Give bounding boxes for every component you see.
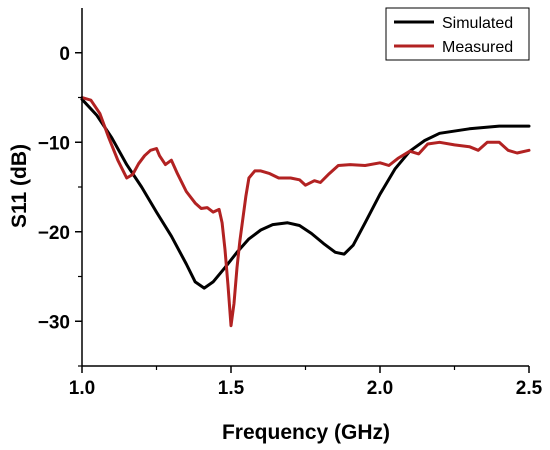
- y-tick-label: 0: [59, 44, 70, 65]
- y-tick-label: −30: [38, 312, 70, 333]
- legend-label-measured: Measured: [442, 39, 513, 56]
- x-axis-label: Frequency (GHz): [222, 421, 390, 444]
- legend-box: [385, 7, 530, 61]
- ticks: 1.0 1.5 2.0 2.5 0 −10 −20 −30: [38, 44, 543, 399]
- x-tick-label: 2.5: [516, 378, 543, 399]
- x-tick-label: 2.0: [367, 378, 393, 399]
- legend-label-simulated: Simulated: [442, 15, 513, 32]
- series-line-simulated: [80, 97, 531, 290]
- plot-lines: [80, 96, 531, 328]
- x-tick-label: 1.0: [69, 378, 95, 399]
- axes: [81, 8, 529, 367]
- series-line-measured: [80, 96, 531, 328]
- legend: Simulated Measured: [385, 7, 530, 61]
- x-tick-label: 1.5: [218, 378, 245, 399]
- y-tick-label: −10: [38, 133, 70, 154]
- y-axis-label: S11 (dB): [8, 144, 31, 228]
- y-tick-label: −20: [38, 223, 70, 244]
